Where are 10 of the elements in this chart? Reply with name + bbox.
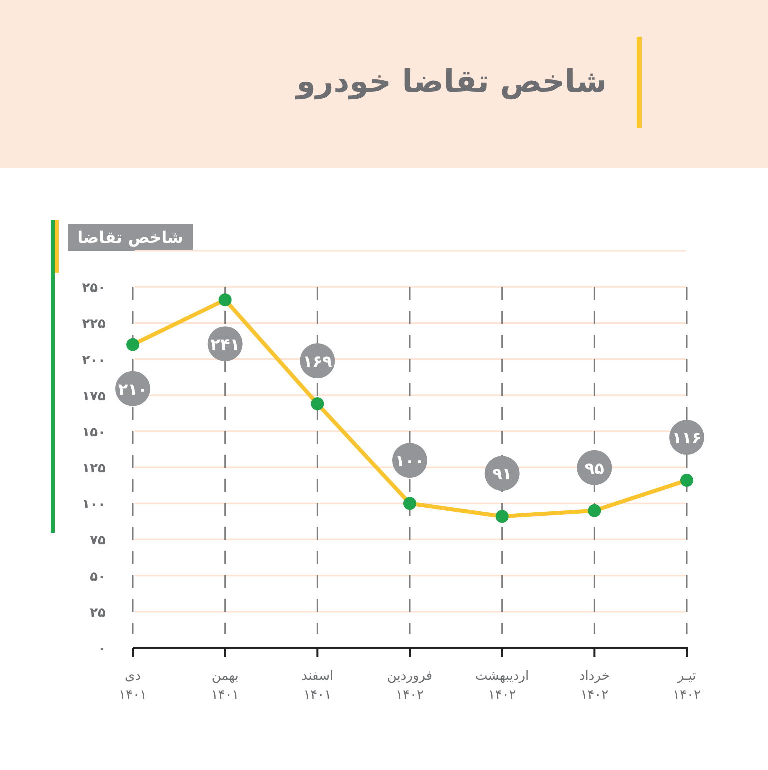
y-axis-title: شاخص تقاضا [78, 228, 184, 247]
data-label: ۹۵ [584, 458, 605, 478]
data-label: ۱۶۹ [303, 352, 333, 372]
title: شاخص تقاضا خودرو [296, 64, 607, 100]
ylabel: شاخص تقاضا [68, 224, 193, 251]
data-label: ۱۱۶ [672, 428, 702, 448]
data-label: ۹۱ [492, 464, 512, 484]
data-label: ۲۴۱ [210, 335, 240, 354]
data-label: ۱۰۰ [395, 452, 425, 471]
data-label: ۲۱۰ [118, 380, 148, 399]
